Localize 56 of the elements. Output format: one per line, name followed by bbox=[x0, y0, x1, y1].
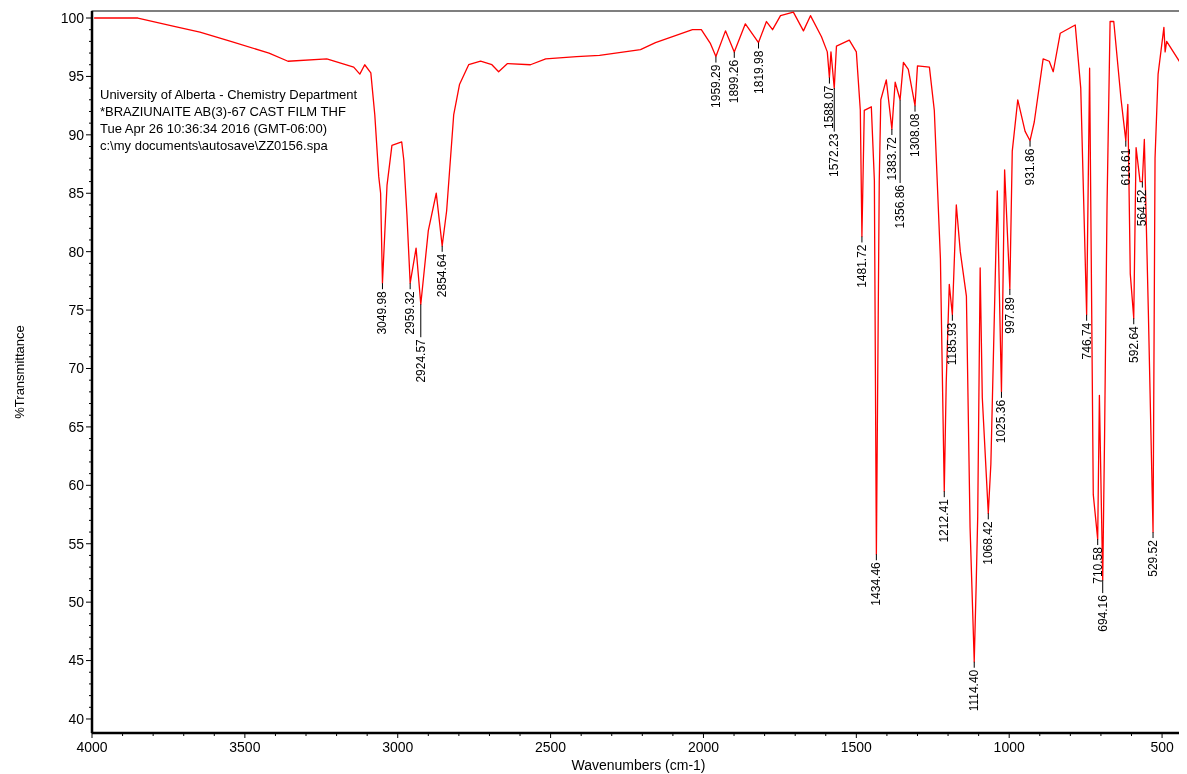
annotation: 2854.64 bbox=[435, 253, 450, 298]
x-tick-label: 2000 bbox=[687, 739, 720, 755]
annotation: 1356.86 bbox=[893, 184, 908, 229]
y-tick-label: 85 bbox=[68, 185, 85, 202]
annotation: 694.16 bbox=[1095, 594, 1110, 632]
annotation: 1572.23 bbox=[827, 133, 842, 177]
annotation: Tue Apr 26 10:36:34 2016 (GMT-06:00) bbox=[100, 121, 328, 136]
annotation: 618.61 bbox=[1118, 148, 1133, 186]
y-tick-label: 60 bbox=[68, 477, 85, 494]
y-tick-label: 45 bbox=[68, 652, 85, 669]
annotation: 1383.72 bbox=[884, 136, 899, 181]
annotation: 2959.32 bbox=[403, 290, 418, 335]
y-tick-label: 40 bbox=[68, 710, 85, 727]
line-series bbox=[93, 11, 1179, 663]
annotation: 1212.41 bbox=[937, 498, 952, 543]
x-axis-title: Wavenumbers (cm-1) bbox=[571, 757, 706, 773]
annotation: 1899.26 bbox=[727, 59, 742, 104]
annotation: 1819.98 bbox=[751, 50, 766, 94]
annotation: 1308.08 bbox=[908, 113, 923, 158]
annotation: 1588.07 bbox=[822, 85, 837, 129]
annotation: 529.52 bbox=[1146, 539, 1161, 577]
y-tick-label: 65 bbox=[68, 418, 85, 435]
annotation: 3049.98 bbox=[375, 290, 390, 335]
annotation: *BRAZIUNAITE AB(3)-67 CAST FILM THF bbox=[100, 104, 346, 119]
y-tick-label: 70 bbox=[68, 360, 85, 377]
y-tick-label: 100 bbox=[60, 9, 85, 26]
annotation: 1025.36 bbox=[994, 399, 1009, 444]
annotation: 1434.46 bbox=[869, 561, 884, 606]
y-tick-label: 80 bbox=[68, 243, 85, 260]
annotation: University of Alberta - Chemistry Department bbox=[100, 87, 358, 102]
x-tick-label: 2500 bbox=[535, 739, 567, 755]
annotation: 931.86 bbox=[1023, 148, 1038, 186]
annotation: 1481.72 bbox=[854, 244, 869, 288]
annotation: 1068.42 bbox=[981, 521, 996, 565]
x-tick-label: 500 bbox=[1150, 739, 1174, 755]
y-tick-label: 90 bbox=[68, 126, 85, 143]
annotation: 2924.57 bbox=[413, 338, 428, 383]
x-tick-label: 3500 bbox=[229, 739, 261, 755]
annotation: 564.52 bbox=[1135, 189, 1150, 227]
y-tick-label: 50 bbox=[68, 594, 85, 611]
annotation: 710.58 bbox=[1090, 546, 1105, 584]
annotation: 1959.29 bbox=[708, 64, 723, 108]
x-tick-label: 4000 bbox=[76, 739, 108, 755]
annotation: 997.89 bbox=[1002, 296, 1017, 334]
annotation: c:\my documents\autosave\ZZ0156.spa bbox=[100, 138, 329, 153]
y-tick-label: 55 bbox=[68, 535, 85, 552]
annotation: 1185.93 bbox=[945, 322, 960, 366]
x-tick-label: 3000 bbox=[382, 739, 414, 755]
annotation: 746.74 bbox=[1079, 322, 1094, 360]
y-tick-label: 95 bbox=[68, 68, 85, 85]
x-tick-label: 1000 bbox=[993, 739, 1025, 755]
y-tick-label: 75 bbox=[68, 301, 85, 318]
x-tick-label: 1500 bbox=[840, 739, 873, 755]
annotation: 1114.40 bbox=[967, 669, 982, 712]
y-axis-title: %Transmittance bbox=[12, 325, 27, 419]
annotation: 592.64 bbox=[1126, 325, 1141, 363]
